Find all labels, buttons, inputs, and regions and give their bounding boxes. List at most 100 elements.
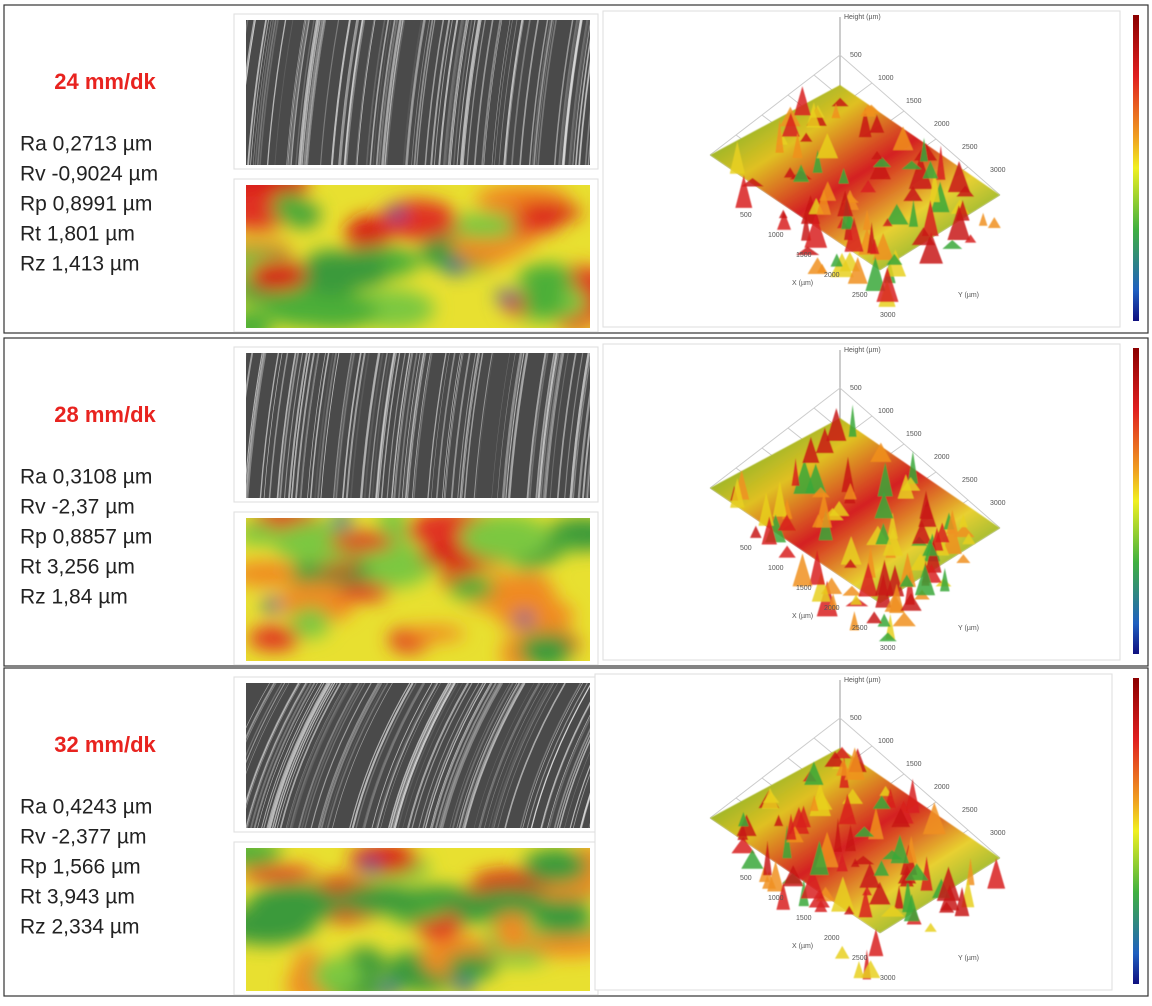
texture-line: [371, 353, 391, 498]
texture-line: [380, 683, 441, 828]
feed-rate-title: 32 mm/dk: [54, 732, 156, 757]
colorbar: [1133, 678, 1139, 984]
surface-peak: [936, 866, 961, 901]
grid-line: [709, 387, 841, 489]
texture-line: [461, 353, 481, 498]
texture-line: [497, 353, 516, 498]
surface-peak: [907, 450, 919, 484]
texture-line: [435, 353, 456, 498]
roughness-parameter: Rt 3,256 µm: [20, 556, 135, 579]
surface-peak: [890, 834, 910, 864]
x-tick-label: 1000: [768, 232, 784, 239]
surface-peak: [810, 105, 825, 118]
texture-line: [430, 20, 451, 165]
surface-peak: [922, 160, 939, 179]
texture-line: [213, 353, 231, 498]
x-axis-label: X (µm): [792, 613, 813, 620]
surface-peak: [903, 186, 923, 202]
y-tick-label: 1500: [906, 761, 922, 768]
texture-line: [289, 683, 351, 828]
surface-peak: [889, 583, 905, 614]
texture-line: [301, 683, 363, 828]
texture-line: [548, 716, 590, 828]
texture-line: [320, 683, 383, 828]
texture-line: [278, 353, 297, 498]
texture-line: [501, 353, 522, 498]
surface-peak: [873, 859, 890, 876]
texture-line: [217, 20, 235, 165]
height-blob: [523, 848, 589, 885]
texture-line: [544, 353, 565, 498]
surface-peak: [785, 813, 797, 840]
texture-line: [259, 353, 280, 498]
y-axis-label: Y (µm): [958, 292, 979, 299]
texture-line: [210, 20, 228, 165]
surface-peak: [901, 477, 921, 491]
surface-peak: [869, 156, 892, 180]
surface-peak: [919, 490, 933, 519]
surface-peak: [800, 868, 825, 899]
texture-line: [491, 683, 554, 828]
texture-line: [295, 353, 315, 498]
texture-line: [247, 683, 308, 828]
surface-peak: [775, 118, 784, 153]
texture-line: [556, 733, 590, 828]
surface-peak: [845, 824, 856, 852]
texture-line: [246, 683, 285, 763]
texture-line: [303, 20, 324, 165]
height-blob: [360, 858, 379, 873]
texture-line: [266, 683, 329, 828]
texture-line: [246, 683, 283, 758]
texture-line: [424, 20, 445, 165]
texture-line: [562, 20, 583, 165]
texture-line: [363, 683, 426, 828]
surface-peak: [815, 427, 834, 454]
surface-peak: [946, 509, 959, 535]
surface-peak: [826, 408, 847, 441]
surface-peak: [911, 227, 936, 246]
texture-line: [568, 20, 589, 165]
height-blob: [248, 260, 307, 292]
surface-peak: [954, 887, 970, 917]
texture-line: [394, 683, 456, 828]
surface-peak: [773, 814, 784, 827]
texture-line: [531, 684, 590, 828]
row-panel: 28 mm/dk Ra 0,3108 µm Rv -2,37 µm Rp 0,8857…: [3, 337, 1149, 667]
texture-line: [341, 353, 362, 498]
y-tick-label: 2500: [962, 477, 978, 484]
surface-peak: [801, 213, 812, 241]
surface-peak: [777, 514, 797, 531]
texture-line: [411, 20, 430, 165]
panel-border: [3, 667, 1149, 997]
texture-line: [268, 353, 289, 498]
surface-peak: [868, 881, 891, 905]
surface-peak: [892, 126, 914, 151]
texture-line: [519, 683, 582, 828]
texture-line: [334, 353, 354, 498]
surface-peak: [831, 876, 855, 912]
texture-line: [447, 20, 468, 165]
texture-line: [540, 353, 560, 498]
texture-line: [362, 683, 424, 828]
texture-line: [207, 353, 225, 498]
texture-line: [535, 20, 555, 165]
texture-line: [343, 20, 364, 165]
surface-peak: [879, 786, 892, 796]
texture-line: [304, 683, 366, 828]
texture-line: [528, 353, 547, 498]
x-tick-label: 2500: [852, 292, 868, 299]
height-blob: [246, 905, 316, 946]
surface-peak: [884, 203, 909, 225]
texture-line: [330, 20, 351, 165]
surface-peak: [809, 840, 829, 875]
micrograph: [210, 20, 590, 165]
y-tick-label: 2000: [934, 784, 950, 791]
y-axis-label: Y (µm): [958, 625, 979, 632]
surface-peak: [858, 107, 872, 138]
texture-line: [250, 20, 269, 165]
texture-line: [459, 683, 521, 828]
texture-line: [368, 353, 388, 498]
texture-line: [569, 764, 590, 828]
texture-line: [220, 353, 238, 498]
